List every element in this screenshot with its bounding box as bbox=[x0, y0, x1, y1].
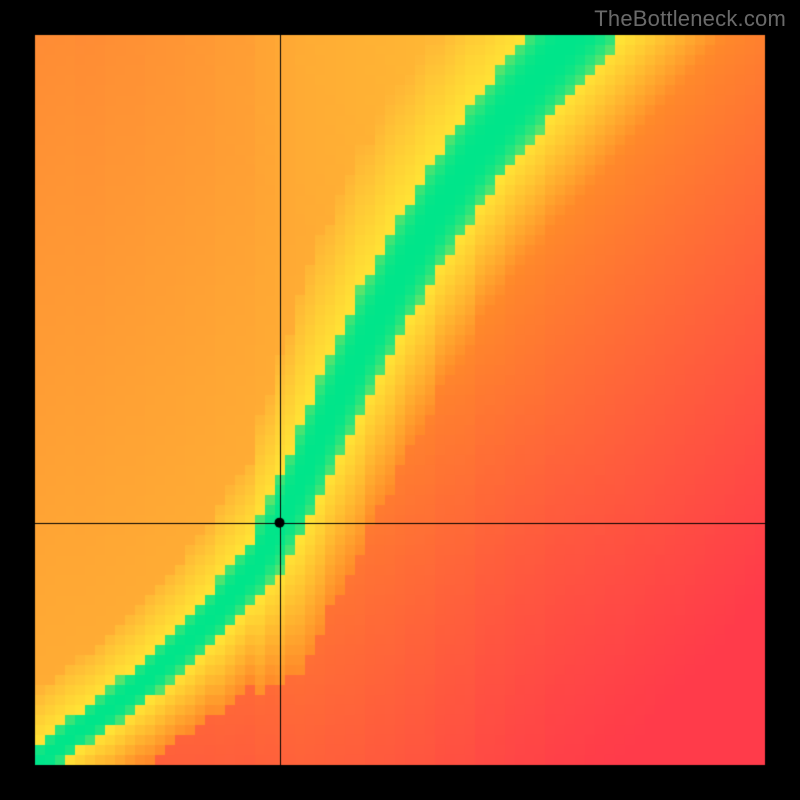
chart-container: TheBottleneck.com bbox=[0, 0, 800, 800]
watermark-text: TheBottleneck.com bbox=[594, 6, 786, 32]
heatmap-canvas bbox=[0, 0, 800, 800]
